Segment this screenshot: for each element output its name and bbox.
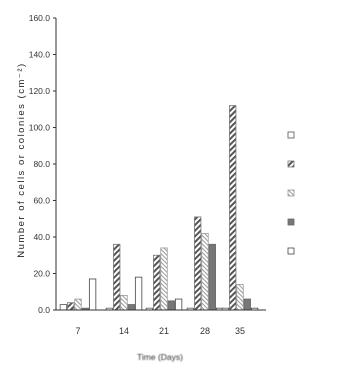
y-tick-label: 160.0: [29, 13, 51, 23]
legend: [287, 131, 295, 255]
x-tick-label: 14: [119, 326, 129, 336]
y-tick-label: 140.0: [29, 50, 51, 60]
bar-14-series-4: [127, 304, 135, 311]
y-tick-label: 20.0: [33, 269, 50, 279]
x-axis-label: Time (Days): [137, 352, 183, 362]
bar-14-series-5: [134, 276, 143, 311]
x-tick-label: 35: [235, 326, 245, 336]
bar-28-series-2: [194, 216, 202, 311]
bar-7-series-2: [67, 302, 75, 311]
legend-swatch-3: [287, 189, 295, 197]
bar-14-series-2: [113, 243, 121, 311]
bar-7-series-1: [59, 304, 68, 311]
bar-28-series-4: [208, 243, 216, 311]
y-tick-label: 120.0: [29, 86, 51, 96]
y-tick-label: 40.0: [33, 232, 50, 242]
legend-swatch-5: [287, 247, 295, 255]
bar-21-series-5: [174, 298, 183, 311]
x-tick-label: 7: [75, 326, 80, 336]
x-tick-label: 21: [159, 326, 169, 336]
x-tick-label: 28: [200, 326, 210, 336]
bar-21-series-3: [160, 247, 168, 311]
bar-28-series-3: [201, 232, 209, 311]
legend-swatch-2: [287, 160, 295, 168]
bar-35-series-3: [236, 284, 244, 311]
bar-7-series-5: [88, 278, 97, 311]
bar-35-series-2: [229, 105, 237, 311]
bar-14-series-3: [120, 294, 128, 311]
legend-swatch-4: [287, 218, 295, 226]
bar-35-series-4: [243, 298, 251, 311]
bar-21-series-2: [153, 254, 161, 311]
bar-7-series-3: [74, 298, 82, 311]
y-tick-label: 0.0: [38, 305, 50, 315]
bar-21-series-4: [167, 300, 175, 311]
y-tick-label: 80.0: [33, 159, 50, 169]
legend-swatch-1: [287, 131, 295, 139]
y-axis-label: Number of cells or colonies (cm⁻²): [16, 62, 27, 257]
y-tick-label: 60.0: [33, 196, 50, 206]
y-tick-label: 100.0: [29, 123, 51, 133]
